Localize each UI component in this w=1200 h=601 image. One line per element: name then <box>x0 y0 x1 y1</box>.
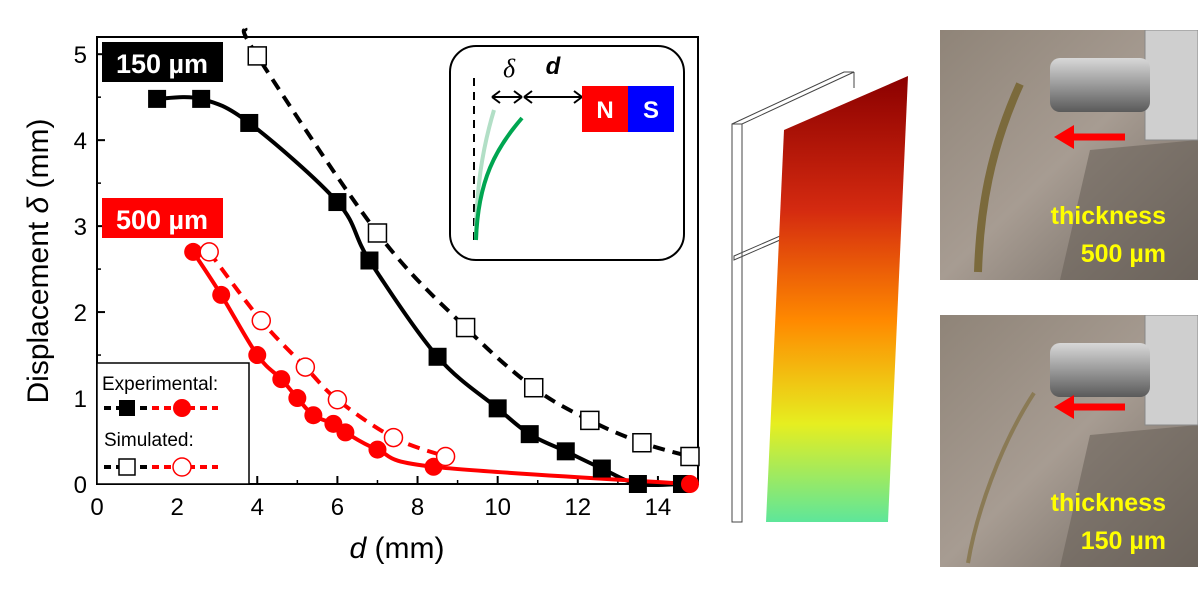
photo-bottom-label-line2: 150 µm <box>1081 527 1166 555</box>
data-point-filled-square <box>360 251 379 270</box>
y-tick-label: 0 <box>74 472 87 499</box>
legend: Experimental: Simulated: <box>96 362 250 485</box>
plot-frame <box>96 36 699 485</box>
inset-d-arrowhead-left <box>523 90 533 104</box>
photo-top-arrow-head <box>1054 125 1074 149</box>
y-tick-label: 4 <box>74 128 87 155</box>
data-point-filled-square <box>148 89 167 108</box>
photo-bottom-label-line1: thickness <box>1051 489 1166 517</box>
inset-d-label: d <box>546 53 562 80</box>
fem-simulation-render <box>731 71 908 523</box>
legend-exp-black-marker <box>119 400 135 416</box>
data-point-filled-square <box>192 89 211 108</box>
series-line-1 <box>241 27 691 459</box>
series-group <box>148 27 700 493</box>
data-point-open-circle <box>327 390 348 410</box>
inset-delta-arrowhead-left <box>491 90 501 104</box>
photo-bottom-bracket <box>1144 315 1198 426</box>
data-point-open-square <box>632 432 652 453</box>
y-tick-label: 1 <box>74 386 87 413</box>
legend-experimental-label: Experimental: <box>102 374 218 395</box>
data-point-filled-square <box>328 193 347 212</box>
photo-150um: thickness 150 µm <box>940 315 1198 567</box>
x-tick-label: 8 <box>411 494 424 521</box>
data-point-filled-square <box>428 347 447 366</box>
x-tick-label: 4 <box>251 494 264 521</box>
data-point-filled-circle <box>288 389 307 408</box>
data-point-open-circle <box>435 446 456 467</box>
label-150-box <box>102 42 223 82</box>
photo-bottom-strip <box>966 391 1036 564</box>
data-point-filled-circle <box>336 423 355 442</box>
data-point-open-circle <box>251 310 272 331</box>
data-point-open-square <box>455 317 476 338</box>
x-tick-label: 14 <box>645 494 672 521</box>
data-point-open-square <box>580 410 600 431</box>
y-tick-label: 5 <box>74 42 87 69</box>
data-point-open-square <box>680 446 700 467</box>
y-tick-label: 3 <box>74 214 87 241</box>
data-point-filled-square <box>240 113 259 132</box>
legend-simulated-label: Simulated: <box>104 430 194 451</box>
label-150: 150 µm <box>116 49 208 79</box>
inset-d-arrowhead-right <box>573 90 583 104</box>
data-point-filled-square <box>556 442 575 461</box>
photo-top-label-line2: 500 µm <box>1081 240 1166 268</box>
inset-delta-label: δ <box>503 54 516 83</box>
holder-wireframe <box>731 71 855 523</box>
photo-top-magnet <box>1050 58 1150 112</box>
data-point-open-square <box>247 46 268 66</box>
legend-exp-red-marker <box>173 399 191 417</box>
beam-displacement-map <box>766 76 908 522</box>
data-point-filled-circle <box>184 242 203 261</box>
data-point-open-square <box>523 377 544 398</box>
x-axis-label: d (mm) <box>350 532 445 565</box>
x-tick-label: 12 <box>564 494 591 521</box>
photo-bottom-arrow-head <box>1054 395 1074 419</box>
y-tick-label: 2 <box>74 300 87 327</box>
data-point-filled-circle <box>304 406 323 425</box>
magnet-north <box>582 86 628 132</box>
x-tick-label: 2 <box>170 494 183 521</box>
photo-top-bracket <box>1144 30 1198 141</box>
y-ticks: 0 1 2 3 4 5 <box>74 42 105 499</box>
data-point-filled-circle <box>248 346 267 365</box>
data-point-filled-circle <box>680 475 699 493</box>
legend-sim-red-marker <box>172 457 192 477</box>
photo-top-label-line1: thickness <box>1051 202 1166 230</box>
inset-beam-bent <box>474 116 524 241</box>
photo-bottom-shadow <box>1060 425 1198 567</box>
label-500: 500 µm <box>116 205 208 235</box>
data-point-filled-square <box>592 459 611 478</box>
data-point-filled-square <box>488 399 507 418</box>
photo-top-shadow <box>1060 140 1198 280</box>
data-point-open-circle <box>199 242 219 262</box>
inset-delta-arrowhead-right <box>513 90 523 104</box>
data-point-filled-circle <box>272 370 291 389</box>
magnet-north-label: N <box>596 97 613 124</box>
y-axis-label: Displacement δ (mm) <box>22 118 55 403</box>
magnet-south-label: S <box>643 97 659 124</box>
data-point-filled-circle <box>368 440 387 459</box>
x-tick-label: 0 <box>90 494 103 521</box>
magnet-south <box>628 86 674 132</box>
x-tick-label: 10 <box>484 494 511 521</box>
data-point-filled-square <box>628 475 647 493</box>
inset-schematic: δ d N S <box>449 45 685 261</box>
data-point-open-circle <box>295 357 316 377</box>
data-point-open-circle <box>383 427 404 448</box>
data-point-open-square <box>367 223 388 243</box>
data-point-filled-circle <box>212 285 231 304</box>
label-500-box <box>102 198 223 238</box>
photo-top-strip <box>974 82 1024 273</box>
photo-bottom-magnet <box>1050 343 1150 397</box>
legend-sim-black-marker <box>118 458 136 476</box>
data-point-filled-square <box>520 425 539 444</box>
x-tick-label: 6 <box>331 494 344 521</box>
photo-500um: thickness 500 µm <box>940 30 1198 280</box>
